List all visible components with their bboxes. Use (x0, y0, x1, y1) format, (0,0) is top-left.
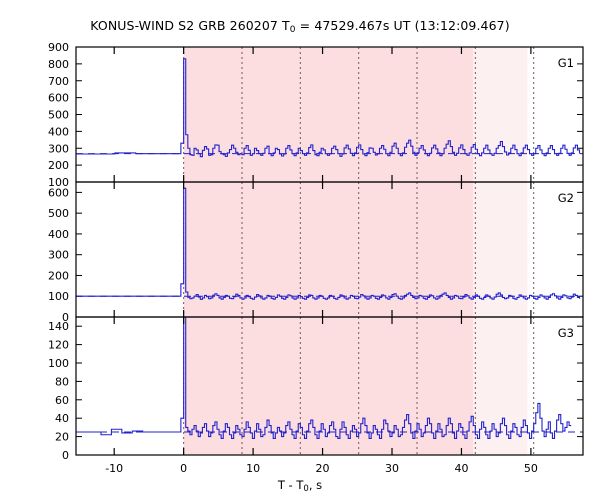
count-rate-trace (76, 317, 572, 439)
y-tick-label: 400 (48, 125, 69, 138)
panel-label-g2: G2 (558, 191, 574, 205)
y-tick-label: 100 (48, 176, 69, 189)
count-rate-trace (76, 187, 581, 300)
y-tick-label: 400 (48, 228, 69, 241)
y-tick-label: 700 (48, 75, 69, 88)
x-tick-label: -10 (105, 462, 123, 475)
y-tick-label: 200 (48, 269, 69, 282)
x-tick-label: 20 (316, 462, 330, 475)
y-tick-label: 60 (55, 394, 69, 407)
x-tick-label: 10 (246, 462, 260, 475)
page-title: KONUS-WIND S2 GRB 260207 T0 = 47529.467s… (0, 18, 600, 35)
x-axis-label: T - T0, s (0, 478, 600, 494)
panel-label-g3: G3 (558, 326, 574, 340)
y-tick-label: 500 (48, 109, 69, 122)
panel-label-g1: G1 (558, 56, 574, 70)
y-tick-label: 500 (48, 207, 69, 220)
x-tick-label: 40 (454, 462, 468, 475)
y-tick-label: 120 (48, 339, 69, 352)
title-subscript: 0 (289, 25, 296, 35)
title-suffix: = 47529.467s UT (13:12:09.467) (295, 18, 510, 33)
x-label-suffix: , s (308, 478, 323, 492)
y-tick-label: 600 (48, 186, 69, 199)
burst-interval-shading (473, 47, 528, 455)
y-tick-label: 300 (48, 249, 69, 262)
y-tick-label: 600 (48, 92, 69, 105)
y-tick-label: 40 (55, 412, 69, 425)
y-tick-label: 900 (48, 41, 69, 54)
x-tick-label: 50 (524, 462, 538, 475)
y-tick-label: 100 (48, 290, 69, 303)
y-tick-label: 80 (55, 375, 69, 388)
burst-interval-shading (183, 47, 474, 455)
y-tick-label: 20 (55, 431, 69, 444)
panel-frame (75, 316, 584, 456)
x-tick-label: 30 (385, 462, 399, 475)
y-tick-label: 100 (48, 357, 69, 370)
y-tick-label: 200 (48, 159, 69, 172)
x-label-subscript: 0 (303, 484, 309, 494)
y-tick-label: 0 (62, 449, 69, 462)
x-tick-label: 0 (180, 462, 187, 475)
y-tick-label: 800 (48, 58, 69, 71)
y-tick-label: 300 (48, 142, 69, 155)
y-tick-label: 140 (48, 320, 69, 333)
title-prefix: KONUS-WIND S2 GRB 260207 T (90, 18, 290, 33)
x-label-prefix: T - T (277, 478, 304, 492)
y-tick-label: 0 (62, 311, 69, 324)
count-rate-trace (76, 58, 581, 158)
